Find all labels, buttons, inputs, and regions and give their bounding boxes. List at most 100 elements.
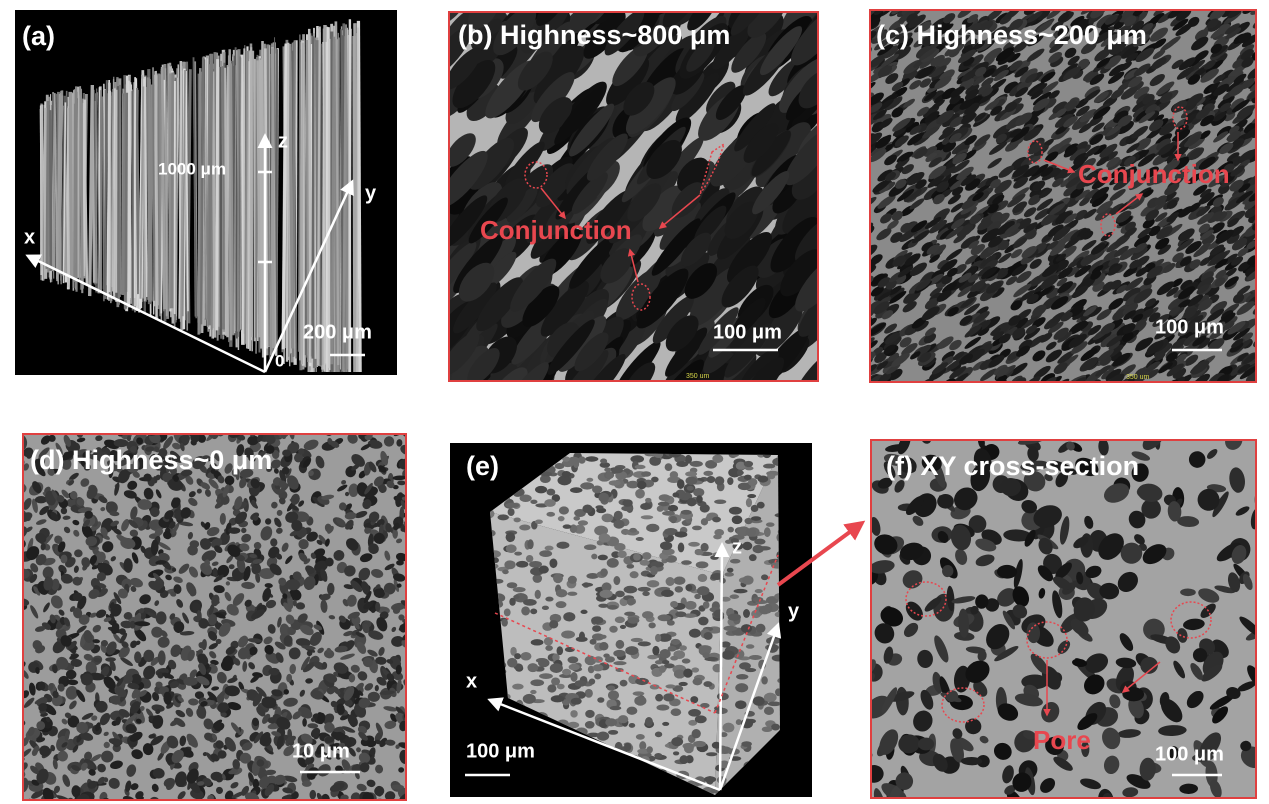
texture — [1052, 177, 1064, 188]
texture — [1248, 190, 1256, 202]
texture — [359, 553, 373, 563]
texture — [155, 474, 161, 481]
texture — [150, 656, 160, 666]
texture — [990, 105, 1003, 116]
texture — [574, 509, 586, 518]
texture — [50, 744, 56, 752]
texture — [909, 262, 927, 277]
texture — [100, 507, 106, 512]
texture — [218, 622, 231, 637]
texture — [1126, 143, 1140, 154]
texture — [515, 560, 529, 568]
texture — [318, 534, 327, 545]
texture — [1240, 48, 1254, 60]
texture — [40, 435, 51, 445]
texture — [449, 133, 476, 167]
texture — [38, 681, 46, 691]
texture — [373, 588, 385, 598]
texture — [1012, 60, 1031, 74]
texture — [663, 663, 675, 669]
texture — [1099, 143, 1118, 158]
texture — [347, 611, 360, 620]
texture — [986, 29, 1002, 41]
texture — [998, 240, 1010, 251]
texture — [942, 141, 957, 153]
texture — [1228, 125, 1240, 135]
texture — [1015, 112, 1033, 126]
texture — [916, 222, 930, 233]
texture — [759, 26, 803, 76]
texture — [690, 696, 699, 704]
texture — [292, 571, 302, 581]
texture — [309, 789, 317, 800]
texture — [930, 65, 947, 78]
texture — [1047, 321, 1064, 334]
texture — [1038, 188, 1053, 199]
texture — [170, 591, 177, 597]
texture — [649, 456, 661, 466]
texture — [1172, 156, 1190, 170]
texture — [619, 679, 628, 687]
texture — [948, 132, 962, 144]
texture — [1176, 66, 1194, 80]
texture — [870, 337, 875, 348]
texture — [117, 588, 128, 599]
texture — [70, 658, 83, 667]
texture — [599, 462, 611, 468]
texture — [95, 722, 101, 732]
texture — [56, 495, 65, 503]
texture — [278, 480, 288, 489]
texture — [1214, 277, 1226, 287]
texture — [594, 673, 602, 680]
texture — [23, 697, 35, 708]
texture — [247, 638, 263, 643]
texture — [654, 359, 704, 381]
texture — [27, 726, 35, 737]
texture — [1057, 331, 1073, 343]
texture — [236, 557, 246, 573]
texture — [1023, 127, 1042, 141]
texture — [1244, 207, 1256, 219]
texture — [877, 195, 896, 209]
texture — [273, 468, 279, 474]
texture — [685, 476, 698, 485]
texture — [668, 504, 679, 512]
texture — [192, 57, 198, 319]
texture — [204, 489, 212, 497]
texture — [761, 676, 768, 685]
texture — [264, 784, 275, 796]
texture — [894, 135, 909, 147]
texture — [1133, 34, 1150, 47]
texture — [1154, 352, 1166, 362]
texture — [981, 77, 994, 88]
texture — [697, 307, 739, 355]
texture — [1095, 365, 1111, 377]
texture — [525, 554, 534, 563]
texture — [1107, 264, 1123, 276]
texture — [300, 42, 304, 365]
texture — [571, 172, 608, 215]
texture — [251, 563, 262, 575]
texture — [664, 528, 678, 536]
texture — [179, 735, 187, 747]
texture — [33, 586, 41, 596]
texture — [358, 697, 371, 709]
texture — [135, 791, 144, 800]
texture — [1040, 376, 1057, 382]
texture — [1208, 82, 1222, 93]
texture — [340, 653, 355, 660]
texture — [1114, 24, 1132, 37]
texture — [264, 769, 277, 776]
texture — [1226, 78, 1244, 93]
texture — [745, 644, 755, 649]
texture — [1079, 109, 1097, 123]
texture — [169, 465, 177, 475]
texture — [35, 519, 47, 525]
texture — [1053, 226, 1071, 240]
texture — [879, 118, 893, 129]
texture — [170, 644, 182, 657]
texture — [1148, 13, 1165, 26]
texture — [341, 759, 351, 773]
texture — [220, 532, 230, 545]
